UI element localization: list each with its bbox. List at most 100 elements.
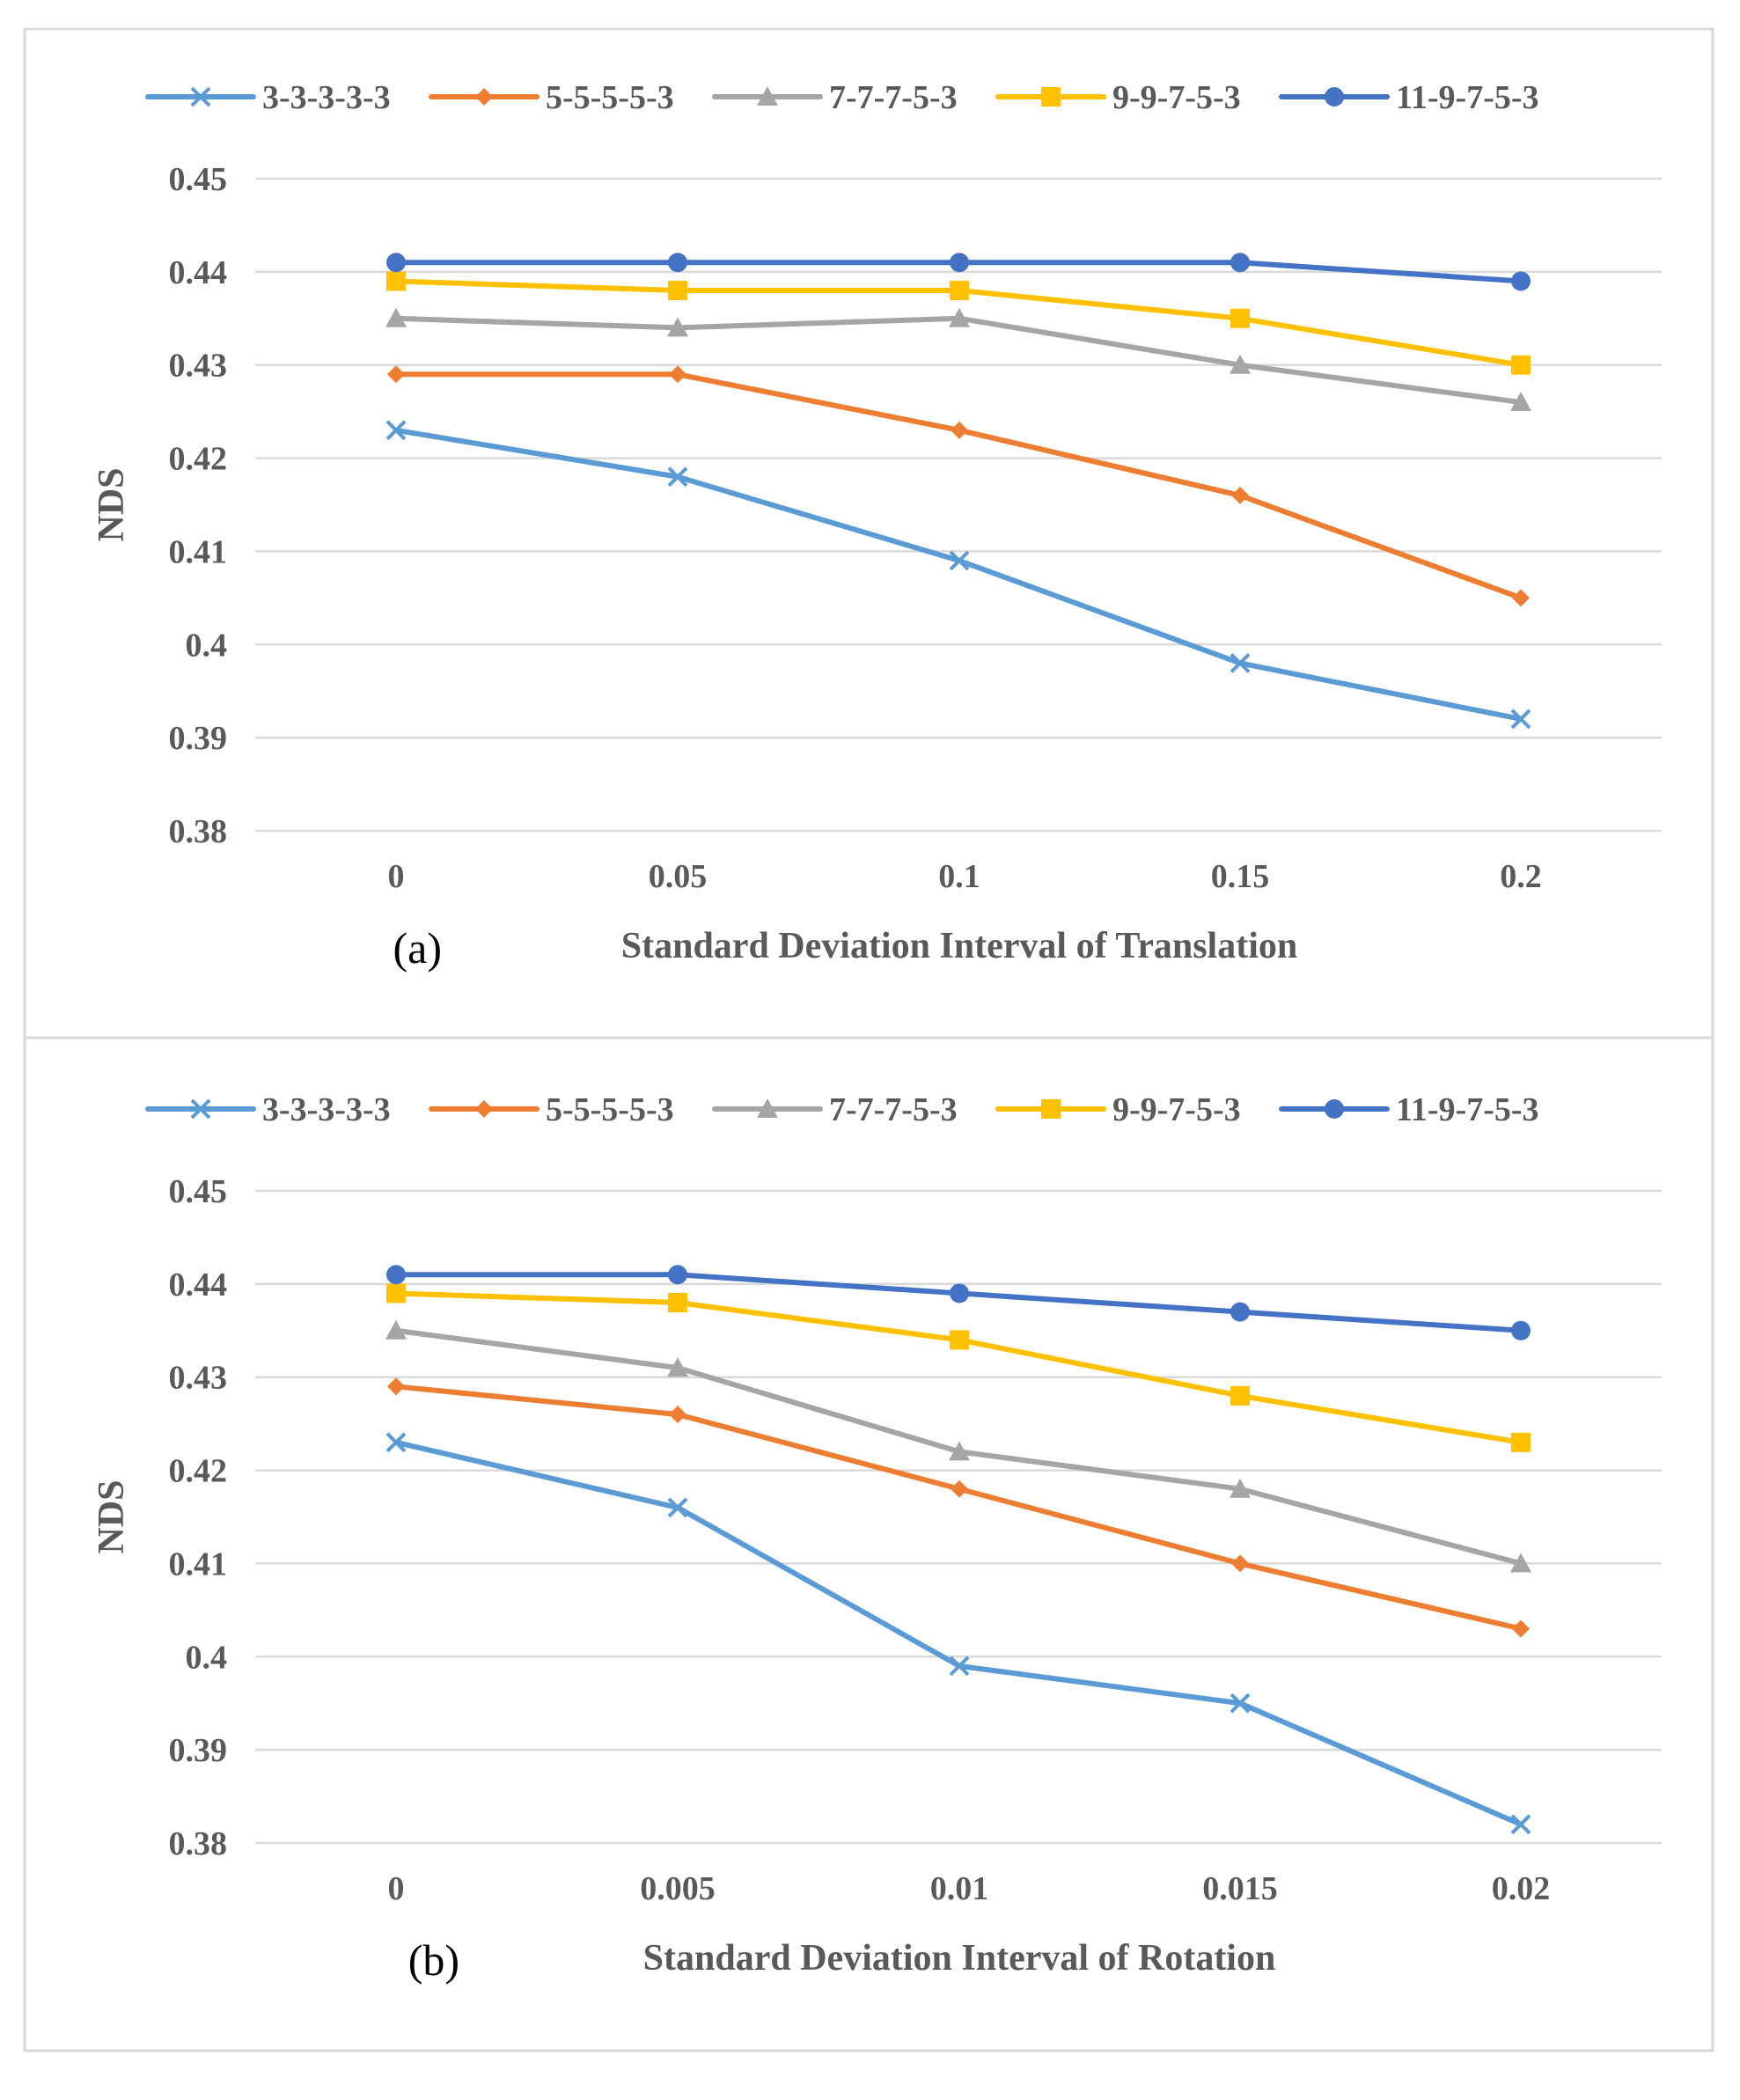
data-point	[385, 1319, 407, 1340]
data-point	[667, 1357, 688, 1377]
legend: 3-3-3-3-3 5-5-5-5-3 7-7-7-5-3 9-9-7-5-3 11-9…	[145, 79, 1539, 116]
legend-swatch-marker	[475, 1100, 493, 1118]
data-point	[1510, 709, 1531, 730]
legend: 3-3-3-3-3 5-5-5-5-3 7-7-7-5-3 9-9-7-5-3 11-9…	[145, 1091, 1539, 1128]
y-tick-label: 0.44	[169, 1267, 228, 1303]
data-point	[1230, 308, 1250, 328]
data-point	[1511, 355, 1531, 375]
legend-item: 7-7-7-5-3	[712, 1091, 958, 1128]
y-tick-label: 0.38	[169, 1825, 228, 1862]
data-point	[1512, 1619, 1530, 1638]
data-point	[386, 253, 406, 273]
data-point	[669, 365, 686, 384]
data-point	[387, 1377, 405, 1396]
x-tick-label: 0.01	[930, 1870, 989, 1907]
legend-swatch-marker	[1041, 87, 1061, 106]
data-point	[1510, 1553, 1531, 1573]
legend-swatch-marker	[1041, 1099, 1061, 1119]
data-point	[1511, 1432, 1531, 1452]
legend-item: 11-9-7-5-3	[1279, 79, 1539, 116]
data-point	[1512, 589, 1530, 607]
legend-swatch-marker	[757, 86, 778, 106]
x-tick-label: 0.015	[1202, 1870, 1278, 1907]
data-point	[949, 1441, 970, 1461]
panel-label: (b)	[408, 1935, 459, 1985]
panel-label: (a)	[393, 923, 443, 973]
series-3-3-3-3-3	[385, 420, 1531, 730]
y-tick-label: 0.42	[169, 441, 228, 478]
legend-swatch-marker	[1325, 1099, 1344, 1119]
y-tick-label: 0.44	[169, 254, 228, 291]
y-tick-label: 0.39	[169, 1732, 228, 1769]
y-axis-title: NDS	[92, 467, 132, 541]
data-point	[668, 281, 687, 301]
data-point	[949, 550, 970, 571]
series-5-5-5-5-3	[387, 1377, 1530, 1638]
data-point	[385, 1432, 407, 1453]
legend-label: 5-5-5-5-3	[546, 1091, 674, 1128]
legend-item: 9-9-7-5-3	[995, 79, 1241, 116]
data-point	[385, 307, 407, 327]
data-point	[667, 466, 688, 488]
data-point	[1230, 253, 1250, 273]
data-point	[1230, 653, 1251, 673]
data-point	[1511, 271, 1531, 291]
data-point	[386, 1265, 406, 1285]
x-tick-label: 0.05	[649, 858, 708, 895]
legend-label: 7-7-7-5-3	[829, 79, 958, 116]
x-tick-label: 0.005	[640, 1870, 716, 1907]
data-point	[667, 1497, 688, 1518]
legend-item: 5-5-5-5-3	[429, 79, 674, 116]
legend-label: 11-9-7-5-3	[1396, 1091, 1539, 1128]
legend-swatch-marker	[475, 88, 493, 106]
legend-swatch-marker	[190, 1098, 211, 1120]
chart-panel-2: 0.38 0.39 0.4 0.41 0.42 0.43 0.44 0.45 NDS 0 0.005…	[23, 1036, 1714, 2052]
data-point	[1231, 486, 1249, 504]
legend-label: 9-9-7-5-3	[1112, 79, 1241, 116]
legend-item: 5-5-5-5-3	[429, 1091, 674, 1128]
data-point	[1230, 354, 1251, 374]
y-tick-label: 0.39	[169, 720, 228, 757]
chart-panel-1: 0.38 0.39 0.4 0.41 0.42 0.43 0.44 0.45 NDS 0 0.05 0…	[23, 27, 1714, 1039]
x-tick-label: 0.02	[1492, 1870, 1551, 1907]
data-point	[1230, 1302, 1250, 1322]
y-tick-label: 0.4	[186, 627, 228, 664]
data-point	[667, 317, 688, 337]
y-axis-title: NDS	[92, 1480, 132, 1553]
data-point	[1230, 1478, 1251, 1498]
data-point	[949, 1656, 970, 1677]
data-point	[668, 1293, 687, 1313]
y-tick-label: 0.43	[169, 348, 228, 385]
x-tick-label: 0	[388, 1870, 405, 1907]
data-point	[386, 1283, 406, 1303]
x-tick-label: 0.15	[1211, 858, 1270, 895]
legend-item: 3-3-3-3-3	[145, 1091, 391, 1128]
series-5-5-5-5-3	[387, 365, 1530, 607]
x-axis-title: Standard Deviation Interval of Translati…	[621, 926, 1298, 966]
data-point	[950, 1283, 969, 1303]
x-tick-label: 0.1	[938, 858, 980, 895]
data-point	[950, 281, 969, 301]
data-point	[951, 421, 968, 439]
data-point	[387, 365, 405, 384]
y-tick-label: 0.45	[169, 161, 228, 198]
y-tick-label: 0.43	[169, 1360, 228, 1397]
series-11-9-7-5-3	[386, 253, 1531, 291]
series-9-9-7-5-3	[386, 1283, 1531, 1452]
x-axis-title: Standard Deviation Interval of Rotation	[643, 1938, 1276, 1979]
series-7-7-7-5-3	[385, 307, 1531, 412]
series-7-7-7-5-3	[385, 1319, 1531, 1573]
data-point	[668, 253, 687, 273]
legend-label: 9-9-7-5-3	[1112, 1091, 1241, 1128]
legend-swatch-marker	[1325, 87, 1344, 106]
data-point	[950, 253, 969, 273]
data-point	[1230, 1385, 1250, 1406]
data-point	[668, 1265, 687, 1285]
data-point	[386, 271, 406, 291]
x-tick-label: 0.2	[1500, 858, 1542, 895]
legend-label: 5-5-5-5-3	[546, 79, 674, 116]
series-3-3-3-3-3	[385, 1432, 1531, 1835]
y-tick-label: 0.38	[169, 813, 228, 850]
